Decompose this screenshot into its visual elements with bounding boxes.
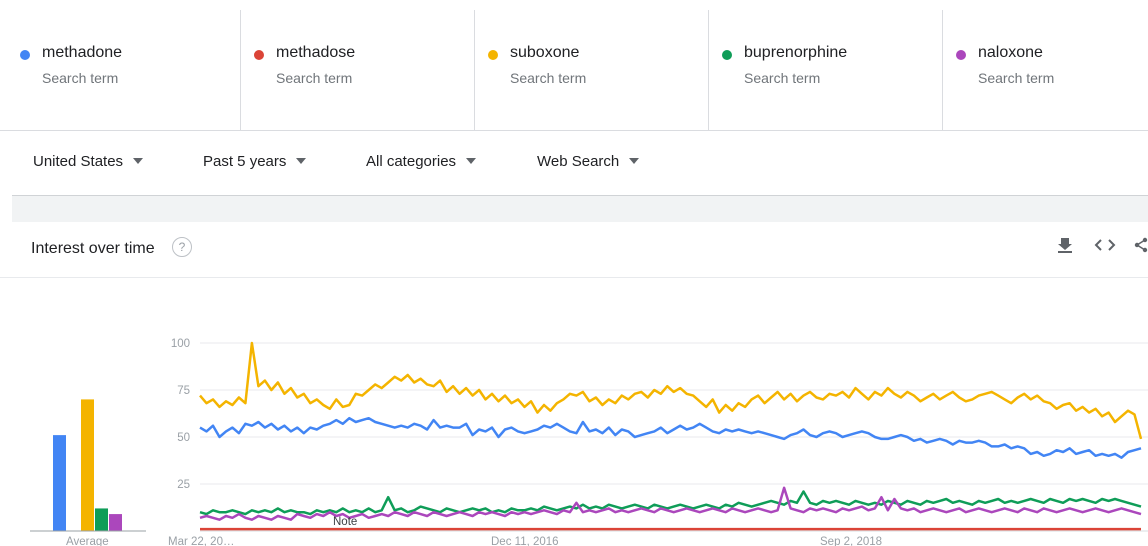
y-tick-label: 50 <box>177 432 190 444</box>
y-tick-label: 25 <box>177 479 190 491</box>
term-sub: Search term <box>510 70 587 86</box>
term-divider <box>708 10 709 130</box>
note-label[interactable]: Note <box>333 516 357 528</box>
term-methadose[interactable]: methadose Search term <box>254 10 454 130</box>
search-terms-bar: methadone Search term methadose Search t… <box>0 10 1148 131</box>
x-tick-label: Mar 22, 20… <box>168 536 234 546</box>
average-bar-buprenorphine[interactable] <box>95 508 108 531</box>
term-sub: Search term <box>276 70 353 86</box>
caret-down-icon <box>466 158 477 165</box>
embed-icon[interactable] <box>1094 236 1116 259</box>
download-icon[interactable] <box>1057 236 1073 259</box>
x-tick-label: Dec 11, 2016 <box>491 536 559 546</box>
region-label: United States <box>33 153 124 170</box>
category-label: All categories <box>366 153 457 170</box>
naloxone-color-dot <box>956 50 966 60</box>
methadose-color-dot <box>254 50 264 60</box>
search-type-label: Web Search <box>537 153 620 170</box>
term-name: suboxone <box>510 44 580 61</box>
term-name: methadone <box>42 44 123 61</box>
x-tick-label: Sep 2, 2018 <box>820 536 882 546</box>
chart-grid: 25 50 75 100 <box>171 338 1148 532</box>
time-range-dropdown[interactable]: Past 5 years <box>203 153 307 170</box>
y-tick-label: 100 <box>171 338 190 350</box>
term-buprenorphine[interactable]: buprenorphine Search term <box>722 10 922 130</box>
methadone-color-dot <box>20 50 30 60</box>
term-name: methadose <box>276 44 356 61</box>
caret-down-icon <box>296 158 307 165</box>
suboxone-color-dot <box>488 50 498 60</box>
average-label: Average <box>66 536 109 546</box>
category-dropdown[interactable]: All categories <box>366 153 477 170</box>
average-bar-methadone[interactable] <box>53 435 66 531</box>
average-bar-suboxone[interactable] <box>81 399 94 531</box>
term-suboxone[interactable]: suboxone Search term <box>488 10 688 130</box>
series-line-buprenorphine[interactable] <box>199 490 1142 516</box>
caret-down-icon <box>629 158 640 165</box>
series-line-methadone[interactable] <box>199 416 1142 459</box>
series-line-suboxone[interactable] <box>199 341 1143 440</box>
term-name: naloxone <box>978 44 1043 61</box>
series-line-naloxone[interactable] <box>199 486 1142 521</box>
average-bar-naloxone[interactable] <box>109 514 122 531</box>
term-name: buprenorphine <box>744 44 848 61</box>
term-divider <box>240 10 241 130</box>
section-divider <box>12 195 1148 222</box>
help-icon[interactable]: ? <box>172 237 192 257</box>
term-sub: Search term <box>744 70 821 86</box>
term-sub: Search term <box>42 70 119 86</box>
buprenorphine-color-dot <box>722 50 732 60</box>
time-range-label: Past 5 years <box>203 153 287 170</box>
term-divider <box>474 10 475 130</box>
chart-lines <box>199 341 1143 531</box>
caret-down-icon <box>133 158 144 165</box>
search-type-dropdown[interactable]: Web Search <box>537 153 640 170</box>
region-dropdown[interactable]: United States <box>33 153 144 170</box>
filters-bar: United States Past 5 years All categorie… <box>0 131 1148 195</box>
interest-over-time-header: Interest over time ? <box>0 222 1148 278</box>
average-bars <box>53 399 122 531</box>
card-title: Interest over time <box>31 240 155 257</box>
term-naloxone[interactable]: naloxone Search term <box>956 10 1136 130</box>
term-sub: Search term <box>978 70 1055 86</box>
term-divider <box>942 10 943 130</box>
share-icon[interactable] <box>1134 236 1148 259</box>
y-tick-label: 75 <box>177 385 190 397</box>
term-methadone[interactable]: methadone Search term <box>20 10 220 130</box>
